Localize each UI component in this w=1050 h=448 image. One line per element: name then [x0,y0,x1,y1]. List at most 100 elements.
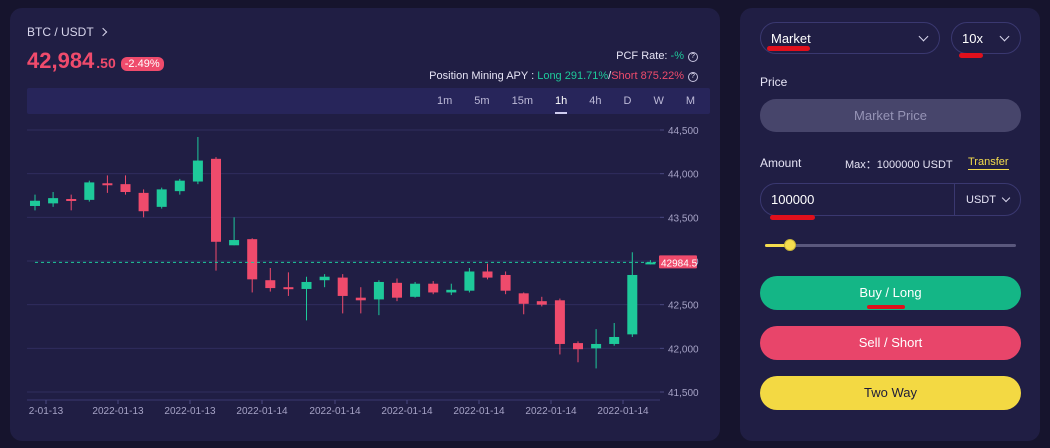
order-panel: Market 10x Price Market Price Amount Max… [740,8,1040,441]
candlestick-chart[interactable]: 44,50044,00043,50043,00042,50042,00041,5… [10,8,720,441]
candle-body [573,343,583,350]
candle-body [609,336,620,344]
amount-label: Amount [760,156,802,170]
last-price: 42,984 .50 -2.49% [27,48,164,74]
candle-body [410,283,421,297]
timeframe-tab[interactable]: 1m [437,95,453,107]
candle-body [373,281,384,300]
order-type-select[interactable]: Market [760,22,940,54]
candle-body [446,289,457,293]
timeframe-tab[interactable]: 1h [544,88,578,114]
order-type-value: Market [771,30,811,46]
candle-body [301,281,312,289]
y-tick-label: 41,500 [668,388,699,399]
chevron-down-icon [918,31,929,41]
pcf-label: PCF Rate: [616,50,671,62]
pcf-rate: PCF Rate: -%? [429,46,698,66]
candle-body [337,277,348,296]
x-tick-label: 2022-01-14 [309,406,361,417]
current-price-label: 42984.5 [661,258,698,269]
x-tick-label: 2022-01-14 [236,406,288,417]
x-tick-label: 2022-01-14 [381,406,433,417]
rates-info: PCF Rate: -%? Position Mining APY : Long… [429,46,698,86]
candle-body [319,276,330,281]
candle-body [156,189,167,207]
candle-body [283,287,294,290]
candle-body [247,239,258,280]
candle-body [102,183,113,186]
annotation-underline [767,46,810,51]
candle-body [229,240,240,246]
price-label: Price [760,75,788,89]
unit-value: USDT [966,193,996,206]
apy-short: Short 875.22% [611,70,684,82]
candle-body [211,158,221,242]
amount-value[interactable]: 100000 [771,192,815,207]
help-icon[interactable]: ? [688,72,698,82]
x-tick-label: 2-01-13 [29,406,64,417]
sell-short-button[interactable]: Sell / Short [760,326,1021,360]
x-tick-label: 2022-01-14 [525,406,577,417]
timeframe-tab[interactable]: M [685,95,695,107]
candle-body [627,274,638,335]
timeframe-tab[interactable]: 5m [474,95,490,107]
two-way-button[interactable]: Two Way [760,376,1021,410]
x-tick-label: 2022-01-14 [597,406,649,417]
candle-body [30,200,40,206]
candle-body [120,184,131,193]
candle-body [48,198,59,204]
amount-input[interactable]: 100000 USDT [760,183,1021,216]
y-tick-label: 44,000 [668,170,699,181]
candle-body [518,293,529,304]
candle-body [174,180,185,192]
candle-body [84,182,95,200]
leverage-value: 10x [962,30,983,46]
apy-separator: / [608,70,612,82]
x-tick-label: 2022-01-13 [164,406,216,417]
chevron-down-icon [1001,193,1011,202]
help-icon[interactable]: ? [688,52,698,62]
x-tick-label: 2022-01-13 [92,406,144,417]
pair-label: BTC / USDT [27,25,94,39]
apy-long: Long 291.71% [537,70,609,82]
unit-select[interactable]: USDT [954,184,1020,215]
y-tick-label: 43,500 [668,213,699,224]
candle-body [554,300,565,344]
candle-body [591,343,602,349]
candle-body [428,283,439,293]
max-amount: Max：1000000 USDT [845,159,953,171]
candle-body [392,282,402,298]
pcf-value: -% [670,50,684,62]
price-main: 42,984 [27,48,95,73]
candle-body [500,274,511,291]
timeframe-tab[interactable]: W [653,95,664,107]
change-badge: -2.49% [120,57,164,71]
slider-handle[interactable] [784,239,797,251]
price-decimal: .50 [96,55,116,71]
annotation-underline [959,53,983,58]
y-tick-label: 42,500 [668,301,699,312]
transfer-link[interactable]: Transfer [968,156,1009,170]
apy-label: Position Mining APY : [429,70,538,82]
y-tick-label: 42,000 [668,344,699,355]
timeframe-tab[interactable]: 15m [511,95,533,107]
timeframe-bar: 1m 5m 15m 1h 4h D W M [27,88,710,114]
chart-panel: BTC / USDT 42,984 .50 -2.49% PCF Rate: -… [10,8,720,441]
candle-body [645,262,656,265]
x-tick-label: 2022-01-14 [453,406,505,417]
amount-slider[interactable] [765,239,1016,251]
candle-body [138,192,149,212]
current-price-badge [659,255,697,269]
leverage-select[interactable]: 10x [951,22,1021,54]
candle-body [355,297,366,301]
candle-body [265,280,276,289]
candle-body [536,301,547,305]
price-input[interactable]: Market Price [760,99,1021,132]
y-tick-label: 44,500 [668,126,699,137]
candle-body [192,160,203,182]
pair-selector[interactable]: BTC / USDT [27,25,108,39]
buy-long-button[interactable]: Buy / Long [760,276,1021,310]
timeframe-tab[interactable]: D [623,95,632,107]
candle-body [464,271,475,291]
timeframe-tab[interactable]: 4h [589,95,602,107]
